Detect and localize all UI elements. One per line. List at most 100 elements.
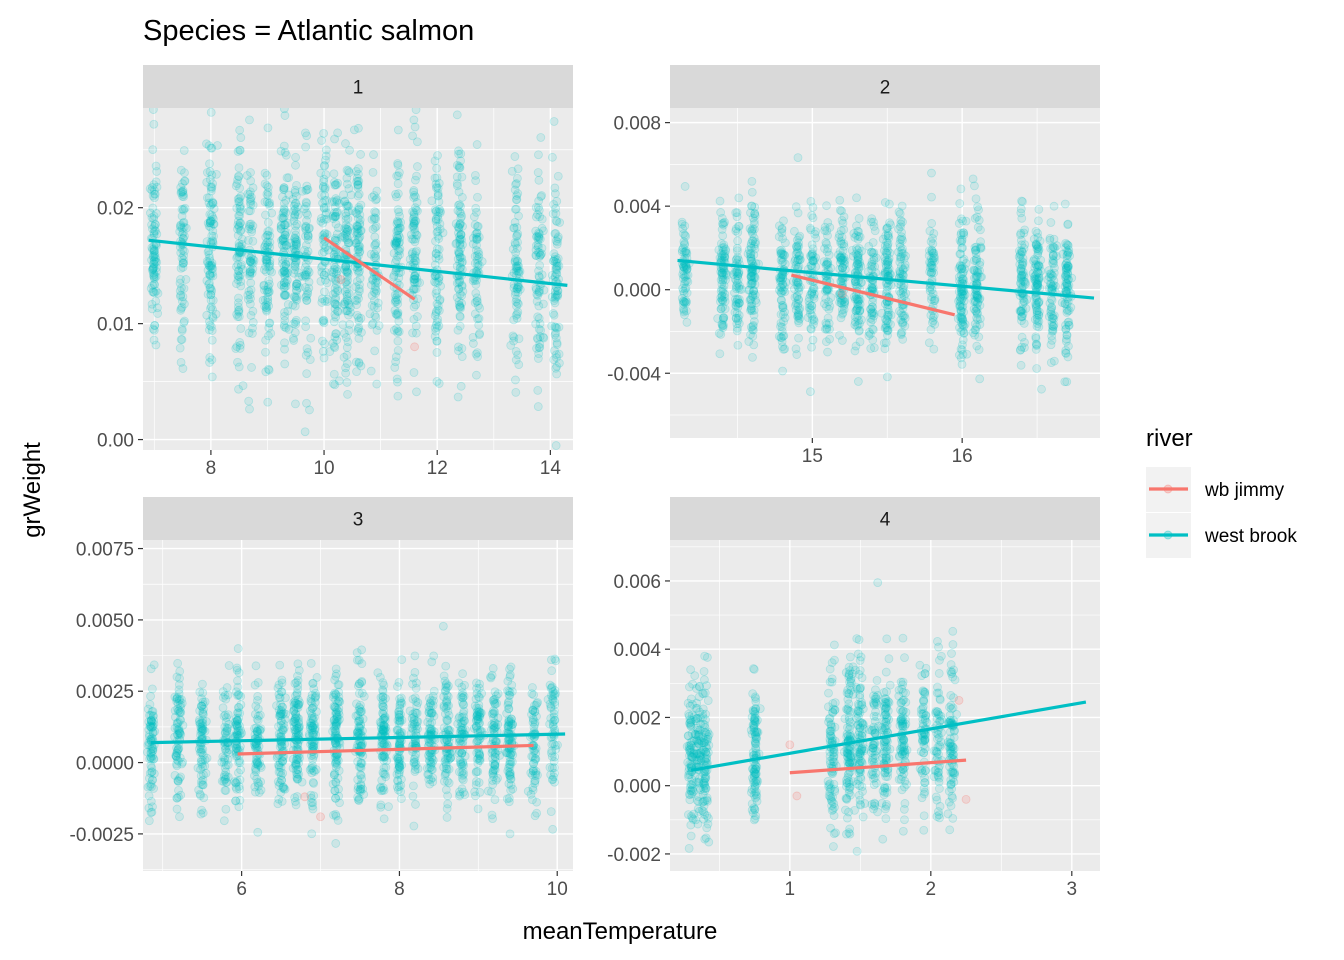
data-point (245, 267, 255, 277)
data-point (264, 365, 274, 375)
data-point (331, 211, 341, 221)
data-point (278, 235, 288, 245)
data-point (408, 222, 418, 232)
data-point (342, 266, 352, 275)
data-point (394, 218, 404, 228)
data-point (245, 264, 255, 274)
data-point (203, 168, 212, 177)
data-point (301, 185, 311, 195)
data-point (897, 227, 906, 237)
data-point (150, 189, 159, 199)
data-point (510, 290, 520, 300)
data-point (927, 246, 937, 255)
data-point (149, 784, 158, 793)
data-point (177, 253, 187, 263)
data-point (279, 141, 289, 151)
data-point (392, 255, 401, 265)
data-point (411, 256, 421, 266)
data-point (372, 194, 382, 204)
data-point (265, 256, 275, 266)
data-point (236, 700, 246, 710)
data-point (458, 240, 467, 250)
data-point (432, 286, 442, 296)
data-point (808, 213, 818, 223)
data-point (357, 678, 367, 687)
data-point (291, 317, 300, 327)
data-point (245, 194, 255, 204)
data-point (327, 267, 337, 277)
data-point (341, 267, 351, 277)
data-point (208, 198, 218, 208)
data-point (316, 276, 326, 286)
data-point (732, 326, 742, 336)
data-point (318, 181, 328, 191)
data-point (459, 769, 469, 779)
data-point (149, 186, 159, 195)
data-point (264, 199, 274, 208)
data-point (793, 208, 803, 218)
data-point (431, 253, 441, 263)
x-tick-label: 12 (427, 458, 448, 479)
data-point (356, 226, 365, 236)
data-point (292, 240, 301, 249)
data-point (397, 794, 406, 804)
data-point (342, 201, 351, 211)
data-point (343, 238, 353, 248)
data-point (868, 315, 877, 325)
y-tick-label: 0.02 (97, 199, 134, 220)
data-point (149, 180, 159, 189)
data-point (1016, 204, 1026, 214)
data-point (453, 181, 462, 191)
data-point (149, 247, 159, 257)
data-point (342, 227, 351, 237)
data-point (371, 221, 381, 231)
data-point (434, 251, 443, 261)
data-point (248, 317, 258, 327)
data-point (926, 325, 936, 335)
data-point (352, 296, 362, 306)
data-point (204, 250, 214, 260)
data-point (352, 238, 361, 248)
data-point (236, 765, 246, 775)
data-point (237, 260, 246, 270)
data-point (148, 245, 157, 254)
data-point (851, 249, 861, 259)
data-point (549, 355, 559, 365)
data-point (205, 253, 214, 263)
data-point (321, 151, 331, 161)
data-point (291, 319, 301, 329)
data-point (351, 166, 361, 176)
data-point (474, 314, 484, 323)
data-point (342, 224, 352, 234)
data-point (514, 299, 523, 309)
data-point (457, 258, 467, 267)
data-point (205, 218, 215, 228)
data-point (253, 696, 262, 705)
data-point (302, 131, 312, 141)
data-point (453, 392, 463, 402)
data-point (279, 719, 288, 729)
data-point (332, 301, 342, 310)
data-point (792, 257, 802, 266)
data-point (512, 244, 522, 253)
data-point (267, 208, 277, 218)
data-point (308, 755, 318, 764)
data-point (302, 344, 312, 354)
data-point (302, 267, 311, 277)
data-point (331, 247, 340, 257)
data-point (290, 797, 300, 806)
data-point (412, 387, 421, 397)
data-point (234, 222, 244, 232)
data-point (264, 276, 274, 285)
data-point (231, 344, 241, 353)
data-point (534, 324, 544, 334)
data-point (303, 265, 313, 275)
data-point (434, 306, 444, 315)
data-point (208, 305, 217, 314)
data-point (332, 267, 342, 276)
data-point (392, 289, 402, 299)
data-point (470, 298, 480, 308)
data-point (395, 223, 405, 233)
data-point (149, 211, 159, 221)
data-point (455, 163, 465, 173)
